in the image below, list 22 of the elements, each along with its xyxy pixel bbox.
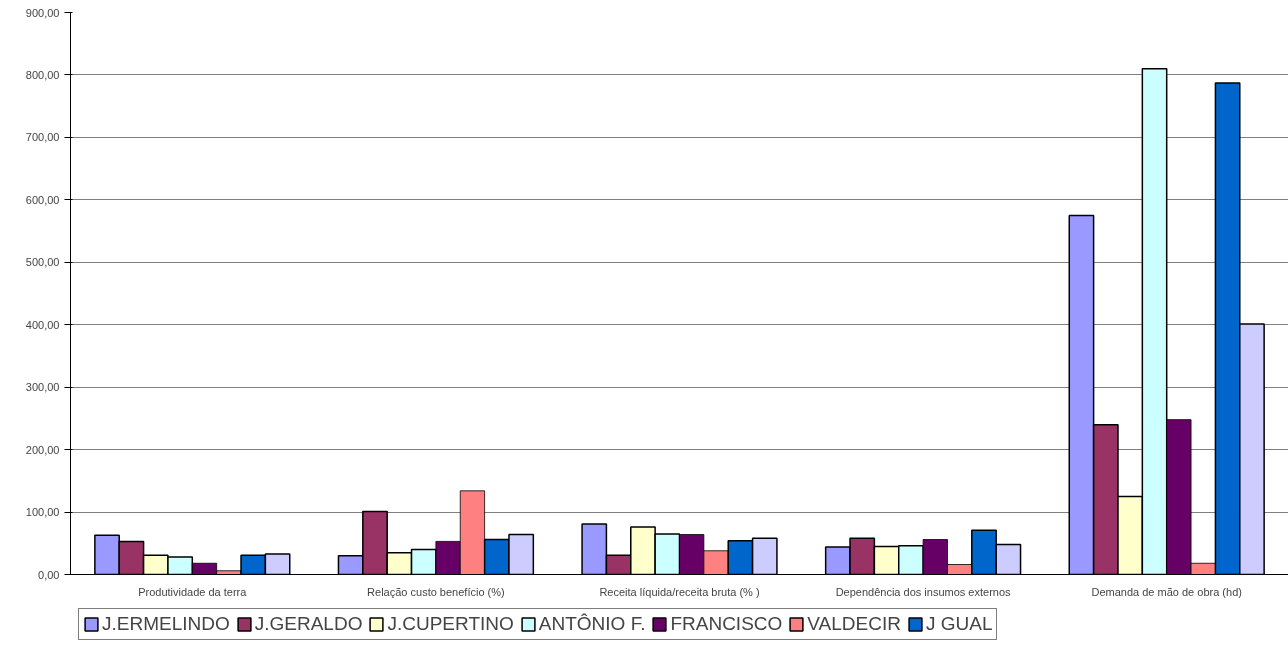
y-tick-label: 300,00 (25, 381, 60, 394)
x-tick-label: Dependência dos insumos externos (835, 585, 1012, 598)
y-tick-label: 600,00 (25, 193, 60, 206)
legend-label: VALDECIR (807, 613, 901, 635)
y-tick-label: 900,00 (25, 6, 60, 19)
legend-label: FRANCISCO (670, 613, 783, 635)
legend-label: J.GERALDO (254, 613, 363, 635)
x-tick-label: Demanda de mão de obra (hd) (1091, 585, 1242, 598)
y-tick-label: 100,00 (25, 506, 60, 519)
y-tick-label: 400,00 (25, 318, 60, 331)
legend-label: ANTÔNIO F. (538, 613, 646, 635)
y-tick-label: 700,00 (25, 131, 60, 144)
y-tick-label: 800,00 (25, 68, 60, 81)
legend-label: J.CUPERTINO (387, 613, 514, 635)
legend-label: J.ERMELINDO (102, 613, 230, 635)
x-tick-label: Receita líquida/receita bruta (% ) (599, 585, 760, 598)
y-tick-label: 500,00 (25, 256, 60, 269)
x-tick-label: Relação custo benefício (%) (367, 585, 505, 598)
y-tick-label: 0,00 (38, 568, 60, 581)
y-tick-label: 200,00 (25, 443, 60, 456)
legend-label: J GUAL (925, 613, 993, 635)
x-tick-label: Produtividade da terra (138, 585, 248, 598)
